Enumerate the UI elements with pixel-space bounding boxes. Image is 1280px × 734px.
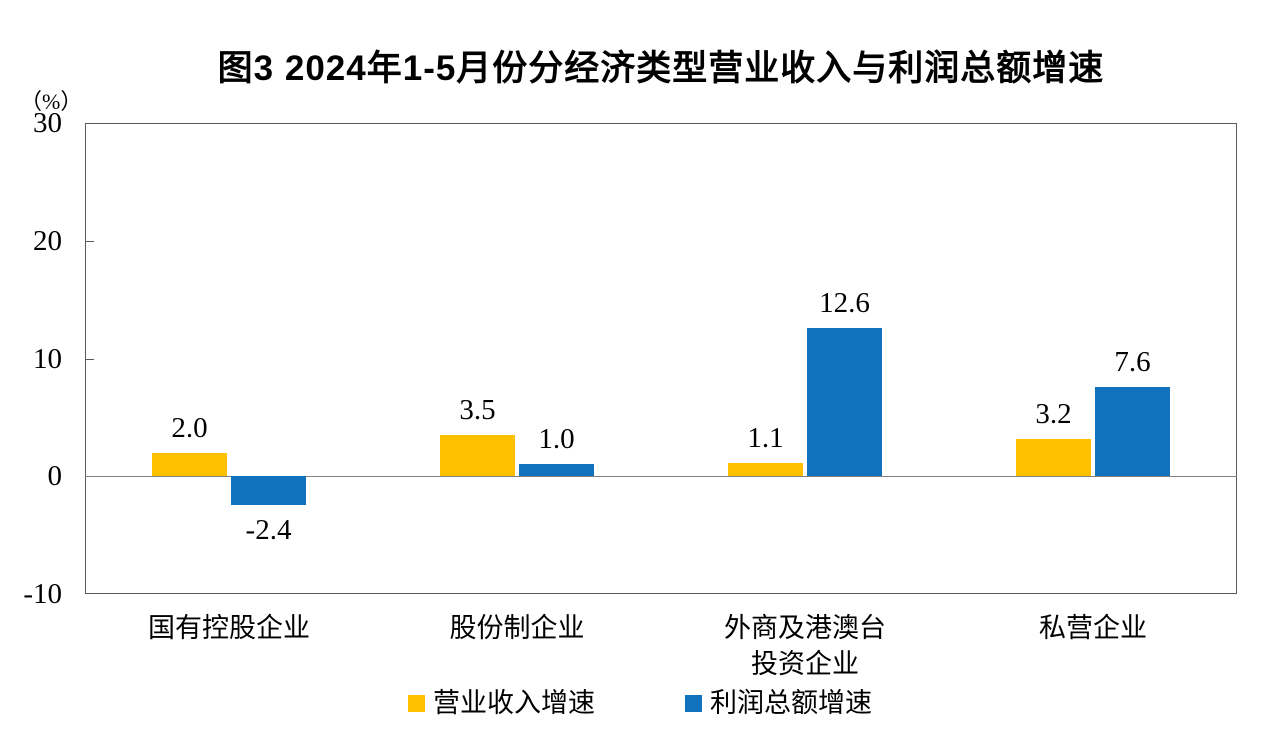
legend-item: 营业收入增速 <box>408 688 595 718</box>
x-axis-category-label: 外商及港澳台 投资企业 <box>724 613 886 679</box>
legend-label: 利润总额增速 <box>710 688 872 718</box>
bar-profit <box>1095 386 1170 477</box>
y-axis-tick-label: 0 <box>47 460 63 493</box>
legend-item: 利润总额增速 <box>685 688 872 718</box>
y-axis-tick-label: 20 <box>33 224 62 257</box>
bar-revenue <box>440 435 515 477</box>
bar-revenue <box>1016 438 1091 477</box>
plot-area <box>85 123 1237 594</box>
y-axis-tick-label: -10 <box>23 578 62 610</box>
bar-revenue <box>728 463 803 477</box>
x-axis-category-label: 国有控股企业 <box>148 613 310 643</box>
x-axis-category-label: 私营企业 <box>1039 613 1147 643</box>
bar-profit <box>807 327 882 477</box>
bar-value-label: 2.0 <box>171 411 208 444</box>
bar-profit <box>519 464 594 477</box>
bar-value-label: 12.6 <box>819 286 870 319</box>
y-axis-tick-label: 30 <box>33 107 62 139</box>
bar-value-label: 3.5 <box>459 394 496 427</box>
legend-label: 营业收入增速 <box>433 688 595 718</box>
bar-value-label: 7.6 <box>1114 345 1151 378</box>
bar-value-label: -2.4 <box>245 513 292 546</box>
y-axis-unit-label: （%） <box>20 89 83 114</box>
bar-revenue <box>152 452 227 477</box>
y-axis-tick-mark <box>85 240 94 242</box>
zero-gridline <box>85 476 1237 478</box>
y-axis-tick-mark <box>85 358 94 360</box>
legend: 营业收入增速 利润总额增速 <box>0 688 1280 718</box>
chart-title: 图3 2024年1-5月份分经济类型营业收入与利润总额增速 <box>217 49 1105 88</box>
x-axis-category-label: 股份制企业 <box>449 613 585 643</box>
bar-value-label: 3.2 <box>1035 397 1072 430</box>
bar-value-label: 1.1 <box>747 422 784 455</box>
bar-profit <box>231 476 306 505</box>
bar-value-label: 1.0 <box>538 423 575 456</box>
legend-swatch-revenue <box>408 694 425 712</box>
legend-swatch-profit <box>685 694 702 712</box>
y-axis-tick-label: 10 <box>33 342 62 375</box>
